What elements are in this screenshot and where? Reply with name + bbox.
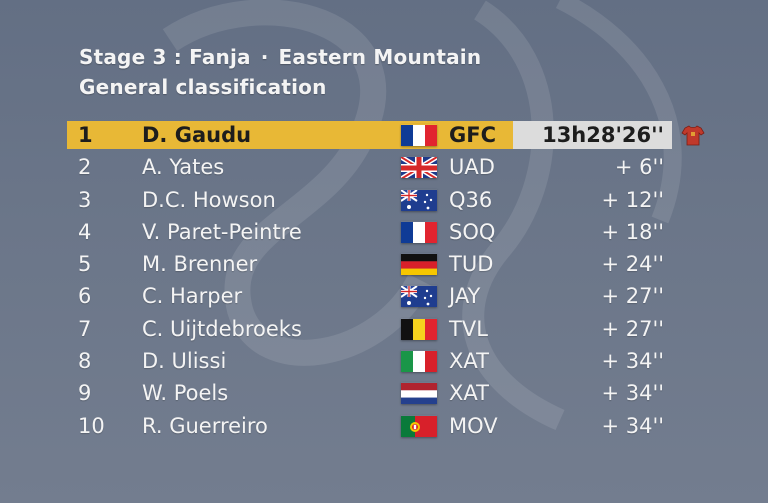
rider-name: C. Harper [142, 284, 243, 309]
italy-flag-icon [401, 350, 437, 373]
rider-name: C. Uijtdebroeks [142, 316, 302, 341]
rider-name: V. Paret-Peintre [142, 219, 302, 244]
classification-row: 4 V. Paret-Peintre SOQ + 18'' [0, 216, 768, 248]
team-code: TVL [449, 316, 488, 341]
red-jersey-icon [681, 125, 705, 146]
team-code: XAT [449, 349, 489, 374]
rider-time: + 27'' [601, 316, 664, 341]
rider-name: A. Yates [142, 155, 225, 180]
australia-flag-icon [401, 285, 437, 308]
team-code: SOQ [449, 219, 496, 244]
rank: 9 [78, 381, 92, 406]
stage-title: Stage 3 : Fanja · Eastern Mountain [79, 42, 481, 72]
rider-time: + 34'' [601, 349, 664, 374]
team-code: UAD [449, 155, 495, 180]
france-flag-icon [401, 124, 437, 146]
classification-row: 9 W. Poels XAT + 34'' [0, 377, 768, 409]
portugal-flag-icon [401, 415, 437, 437]
rider-time: + 12'' [601, 187, 664, 212]
germany-flag-icon [401, 253, 437, 276]
team-code: JAY [449, 284, 481, 309]
france-flag-icon [401, 221, 437, 243]
rider-name: D. Ulissi [142, 349, 227, 374]
rank: 2 [78, 155, 92, 180]
classification-row: 2 A. Yates UAD + 6'' [0, 151, 768, 183]
rank: 10 [78, 413, 105, 438]
leader-time-box [513, 121, 672, 149]
rider-time: + 18'' [601, 219, 664, 244]
belgium-flag-icon [401, 318, 437, 340]
rank: 8 [78, 349, 92, 374]
rank: 3 [78, 187, 92, 212]
rider-name: M. Brenner [142, 252, 258, 277]
classification-row: 5 M. Brenner TUD + 24'' [0, 248, 768, 280]
team-code: TUD [449, 252, 494, 277]
netherlands-flag-icon [401, 382, 437, 405]
rider-name: D. Gaudu [142, 123, 252, 147]
rider-time: + 27'' [601, 284, 664, 309]
stage-name: Stage 3 : Fanja [79, 45, 251, 69]
rank: 4 [78, 219, 92, 244]
rider-time: + 6'' [614, 155, 664, 180]
rank: 5 [78, 252, 92, 277]
classification-table: 1 D. Gaudu GFC 13h28'26'' 2 A. Yates UAD… [0, 119, 768, 442]
classification-row-leader: 1 D. Gaudu GFC 13h28'26'' [0, 119, 768, 151]
rank: 7 [78, 316, 92, 341]
rider-time: + 24'' [601, 252, 664, 277]
rider-name: W. Poels [142, 381, 229, 406]
title-separator: · [260, 45, 269, 69]
classification-row: 8 D. Ulissi XAT + 34'' [0, 345, 768, 377]
rank: 1 [78, 123, 93, 147]
rank: 6 [78, 284, 92, 309]
rider-time: + 34'' [601, 413, 664, 438]
stage-region: Eastern Mountain [278, 45, 482, 69]
team-code: XAT [449, 381, 489, 406]
rider-name: D.C. Howson [142, 187, 276, 212]
team-code: Q36 [449, 187, 493, 212]
team-code: MOV [449, 413, 498, 438]
rider-time: 13h28'26'' [542, 123, 664, 147]
leader-highlight-bar [67, 121, 513, 149]
classification-subtitle: General classification [79, 75, 327, 99]
classification-header: Stage 3 : Fanja · Eastern Mountain General… [79, 42, 481, 102]
classification-row: 7 C. Uijtdebroeks TVL + 27'' [0, 313, 768, 345]
classification-row: 3 D.C. Howson Q36 + 12'' [0, 184, 768, 216]
australia-flag-icon [401, 188, 437, 211]
uk-flag-icon [401, 156, 437, 179]
classification-row: 6 C. Harper JAY + 27'' [0, 280, 768, 312]
classification-row: 10 R. Guerreiro MOV + 34'' [0, 410, 768, 442]
rider-name: R. Guerreiro [142, 413, 268, 438]
rider-time: + 34'' [601, 381, 664, 406]
team-code: GFC [449, 123, 496, 147]
